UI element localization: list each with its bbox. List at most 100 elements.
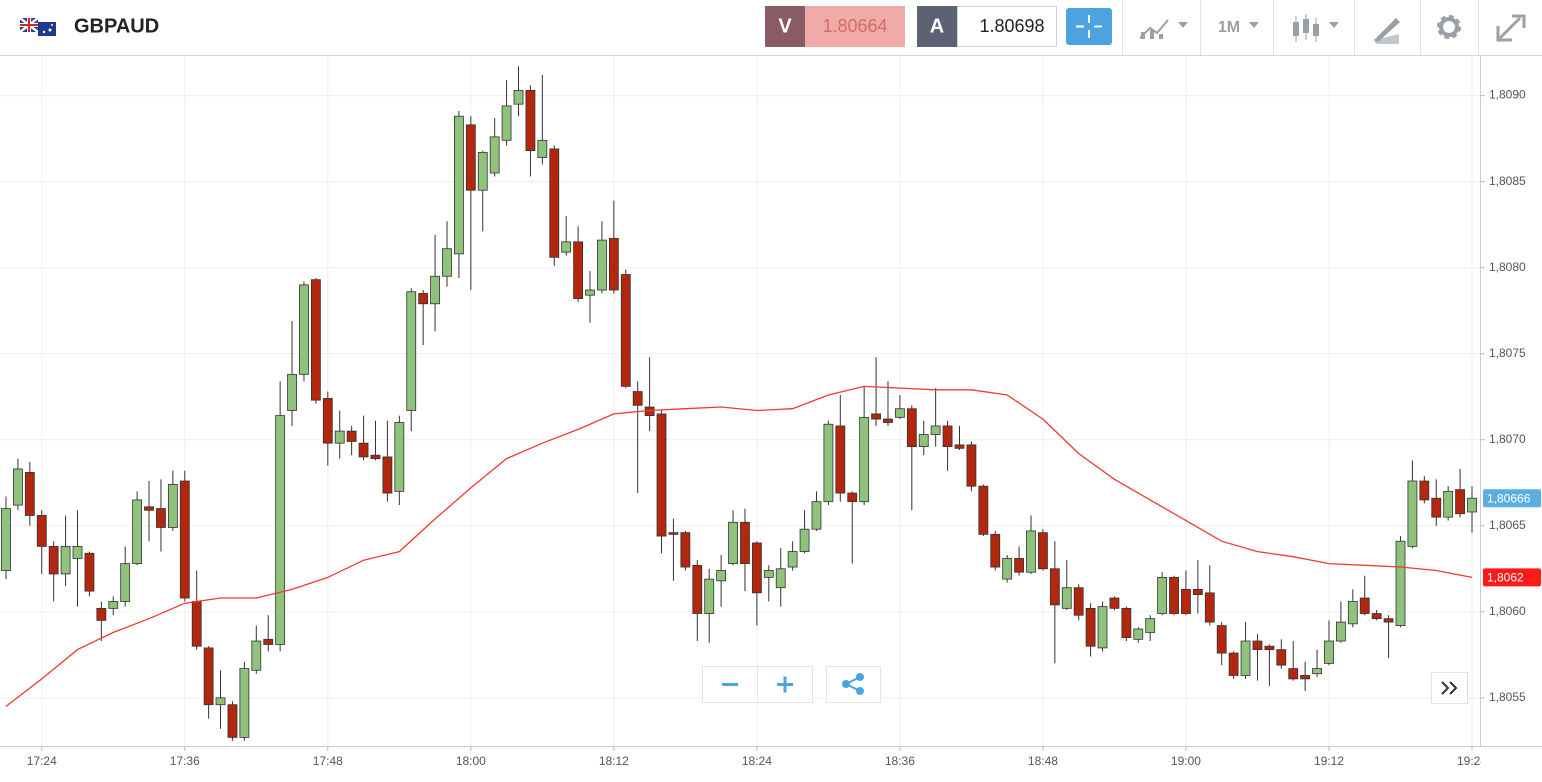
candle-body bbox=[859, 416, 870, 503]
candle-body bbox=[513, 90, 524, 105]
candle-body bbox=[811, 501, 822, 530]
candle-body bbox=[442, 248, 452, 277]
candle-body bbox=[263, 638, 274, 645]
candle-body bbox=[1, 508, 11, 571]
candle-body bbox=[370, 454, 381, 460]
candle-body bbox=[728, 521, 738, 565]
y-tick-label: 1,8090 bbox=[1489, 88, 1526, 102]
candle-body bbox=[906, 408, 917, 447]
candle-body bbox=[215, 697, 226, 706]
candle-body bbox=[84, 552, 95, 592]
chart-type-button[interactable] bbox=[1293, 14, 1339, 42]
fullscreen-button[interactable] bbox=[1496, 14, 1526, 42]
timeframe-button[interactable]: 1M bbox=[1218, 19, 1259, 36]
candle-body bbox=[299, 284, 309, 375]
candle-body bbox=[597, 239, 607, 291]
indicator-button[interactable] bbox=[1139, 19, 1188, 39]
candle-body bbox=[1252, 640, 1263, 651]
candle-body bbox=[1026, 530, 1036, 573]
scroll-end-button[interactable] bbox=[1431, 672, 1468, 704]
sell-price: 1.80664 bbox=[822, 16, 887, 36]
candle-body bbox=[1335, 621, 1346, 642]
x-tick-label: 19:00 bbox=[1171, 754, 1201, 768]
candle-body bbox=[1312, 668, 1322, 675]
candle-body bbox=[1240, 640, 1251, 676]
candle-body bbox=[835, 425, 846, 494]
candle-body bbox=[489, 136, 500, 174]
candle-body bbox=[740, 521, 750, 565]
buy-label: A bbox=[930, 15, 944, 37]
candle-body bbox=[1192, 589, 1203, 595]
candle-body bbox=[1109, 597, 1120, 609]
buy-price: 1.80698 bbox=[979, 16, 1044, 36]
candle-body bbox=[156, 508, 166, 528]
candle-body bbox=[179, 480, 190, 599]
x-tick-label: 18:00 bbox=[456, 754, 486, 768]
candle-body bbox=[1419, 480, 1430, 501]
candle-body bbox=[406, 291, 417, 411]
candle-body bbox=[692, 564, 703, 614]
buy-button[interactable]: A 1.80698 bbox=[917, 6, 1057, 47]
candle-body bbox=[144, 506, 154, 511]
candle-body bbox=[394, 422, 405, 492]
x-tick-label: 18:12 bbox=[599, 754, 629, 768]
candle-body bbox=[1181, 589, 1191, 614]
zoom-controls bbox=[702, 666, 1468, 704]
candle-body bbox=[191, 601, 202, 647]
candle-body bbox=[573, 241, 583, 300]
candle-body bbox=[608, 237, 619, 291]
price-tag bbox=[1483, 568, 1541, 587]
candle-body bbox=[465, 124, 476, 191]
drawing-button[interactable] bbox=[1374, 18, 1400, 44]
candle-body bbox=[537, 139, 548, 158]
candle-body bbox=[1359, 597, 1370, 614]
candle-body bbox=[716, 570, 727, 582]
candle-body bbox=[1169, 576, 1179, 614]
x-tick-label: 18:48 bbox=[1028, 754, 1058, 768]
crosshair-button[interactable] bbox=[1066, 8, 1112, 45]
candle-body bbox=[871, 413, 881, 420]
candle-body bbox=[454, 115, 464, 255]
y-tick-label: 1,8085 bbox=[1489, 174, 1526, 188]
candle-body bbox=[1061, 587, 1072, 609]
candle-body bbox=[13, 468, 23, 506]
candle-body bbox=[310, 279, 321, 401]
timeframe: 1M bbox=[1218, 19, 1240, 36]
zoom-in-button[interactable] bbox=[757, 666, 813, 703]
candle-body bbox=[942, 425, 953, 447]
candle-body bbox=[48, 545, 59, 575]
candle-body bbox=[1347, 601, 1358, 625]
header: GBPAUD V 1.80664 A 1.80698 1M bbox=[0, 0, 1542, 56]
candle-body bbox=[656, 413, 667, 537]
settings-button[interactable] bbox=[1437, 15, 1461, 39]
candle-body bbox=[60, 545, 71, 575]
candle-body bbox=[1467, 497, 1477, 513]
candle-body bbox=[227, 704, 238, 738]
candle-body bbox=[930, 425, 941, 435]
candle-body bbox=[704, 578, 715, 614]
candle-body bbox=[1228, 652, 1239, 676]
y-tick-label: 1,8070 bbox=[1489, 432, 1526, 446]
candle-body bbox=[1133, 628, 1144, 640]
share-button[interactable] bbox=[826, 666, 881, 703]
candle-body bbox=[1431, 497, 1442, 518]
candle-body bbox=[1014, 558, 1024, 573]
candle-body bbox=[1121, 607, 1132, 638]
candle-body bbox=[561, 241, 572, 253]
sell-label: V bbox=[778, 15, 792, 37]
zoom-out-button[interactable] bbox=[702, 666, 758, 703]
candle-body bbox=[167, 484, 178, 528]
candle-body bbox=[549, 148, 560, 258]
candle-body bbox=[680, 532, 691, 568]
candle-body bbox=[1300, 675, 1311, 680]
candle-body bbox=[1443, 490, 1454, 518]
sell-button[interactable]: V 1.80664 bbox=[765, 6, 905, 47]
x-axis: 17:24 17:36 17:48 18:00 18:12 18:24 18:36 18:48… bbox=[27, 746, 1487, 768]
y-tick-label: 1,8065 bbox=[1489, 518, 1526, 532]
x-tick-label: 19:24 bbox=[1457, 754, 1487, 768]
y-tick-label: 1,8055 bbox=[1489, 690, 1526, 704]
candle-body bbox=[823, 423, 834, 503]
candle-body bbox=[620, 274, 631, 387]
candle-body bbox=[1455, 489, 1465, 515]
